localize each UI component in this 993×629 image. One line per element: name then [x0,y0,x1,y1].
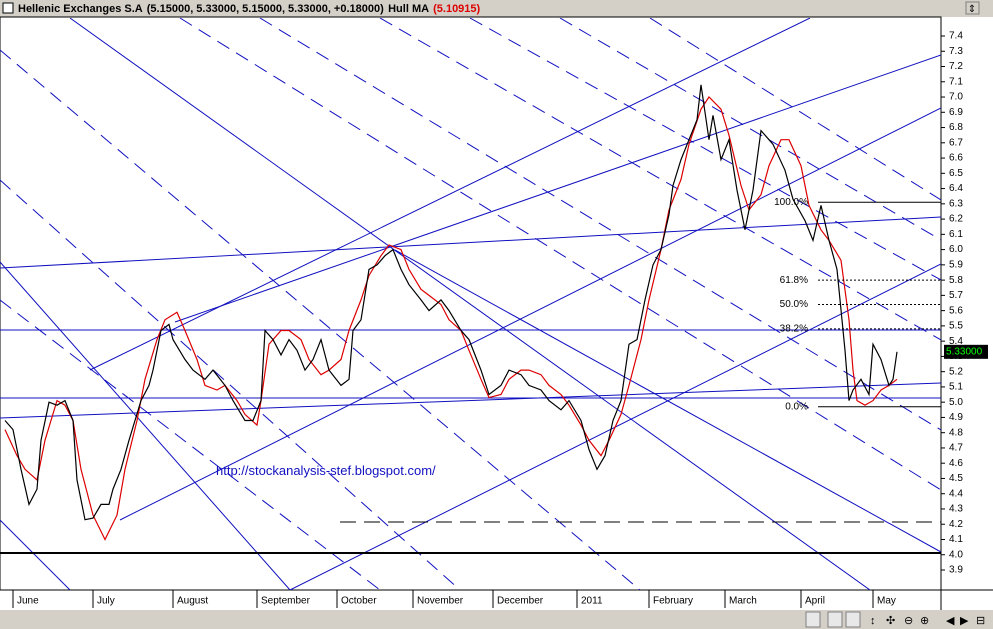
title-bar [0,0,993,17]
y-tick-label: 6.7 [949,137,963,148]
fib-label: 0.0% [785,401,808,412]
y-tick-label: 6.8 [949,122,963,133]
indicator-name: Hull MA [388,3,429,15]
y-tick-label: 4.9 [949,412,963,423]
series-name: Hellenic Exchanges S.A [18,3,143,15]
toolbar [0,610,993,629]
channel-line [179,18,941,491]
x-tick-label: November [417,596,464,607]
button-icon[interactable]: ▶ [960,615,969,627]
channel-line [559,18,941,241]
x-tick-label: September [261,596,311,607]
y-tick-label: 6.0 [949,244,963,255]
x-tick-label: December [497,596,544,607]
x-tick-label: March [729,596,757,607]
watermark: http://stockanalysis-stef.blogspot.com/ [216,463,436,478]
x-tick-label: June [17,596,39,607]
trendline [174,54,941,323]
x-tick-label: April [805,596,825,607]
y-tick-label: 5.1 [949,382,963,393]
y-tick-label: 4.6 [949,458,963,469]
trendline [0,216,941,269]
fib-label: 38.2% [780,324,808,335]
y-tick-label: 3.9 [949,565,963,576]
button-icon[interactable]: ⊖ [904,615,913,627]
y-tick-label: 5.9 [949,259,963,270]
fib-label: 50.0% [780,299,808,310]
channel-line [469,18,941,281]
y-tick-label: 6.2 [949,214,963,225]
channel-line [0,299,381,590]
trendline [0,382,941,419]
y-tick-label: 5.4 [949,336,963,347]
trendline [394,249,941,553]
channel-line [259,18,941,431]
y-tick-label: 4.8 [949,427,963,438]
button[interactable] [827,611,843,628]
fib-label: 100.0% [774,197,808,208]
x-tick-label: August [177,596,208,607]
button-icon[interactable]: ⊕ [920,615,929,627]
button-icon[interactable]: ✣ [886,615,895,627]
trendline [0,519,71,590]
button-icon[interactable]: ↕ [870,615,876,627]
trendlines [0,18,941,590]
ohlc-info: (5.15000, 5.33000, 5.15000, 5.33000, +0.… [147,3,384,15]
x-tick-label: February [653,596,693,607]
y-tick-label: 5.0 [949,397,963,408]
y-tick-label: 4.4 [949,488,963,499]
button-icon[interactable]: ◀ [946,615,955,627]
y-tick-label: 5.5 [949,321,963,332]
plot-frame [0,16,942,591]
fib-label: 61.8% [780,275,808,286]
channel-line [379,18,941,341]
y-tick-label: 6.5 [949,168,963,179]
y-tick-label: 5.8 [949,275,963,286]
window-button[interactable] [965,1,980,15]
y-tick-label: 5.7 [949,290,963,301]
y-tick-label: 4.1 [949,534,963,545]
trendline [0,261,291,590]
channel-line [649,18,941,201]
channel-line [0,49,641,590]
button[interactable] [805,611,821,628]
channel-line [0,179,461,590]
y-tick-label: 4.2 [949,519,963,530]
button[interactable] [845,611,861,628]
y-tick-label: 4.3 [949,504,963,515]
y-tick-label: 6.3 [949,198,963,209]
trendline [119,107,941,521]
x-tick-label: 2011 [581,596,603,607]
y-tick-label: 7.1 [949,76,963,87]
toolbar-buttons: ↕ ✣ ⊖ ⊕ ◀ ▶ ⊟ [805,611,985,628]
y-tick-label: 6.1 [949,229,963,240]
y-tick-label: 6.9 [949,107,963,118]
series-line [4,84,898,521]
x-tick-label: July [97,596,115,607]
button-icon[interactable]: ⊟ [976,615,985,627]
trendline [89,18,811,371]
y-tick-label: 5.2 [949,366,963,377]
trendline [69,18,871,590]
y-tick-label: 7.3 [949,46,963,57]
plot-series [4,84,898,541]
window-icon[interactable] [2,2,14,14]
y-tick-label: 4.7 [949,443,963,454]
x-tick-label: October [341,596,377,607]
y-tick-label: 7.0 [949,92,963,103]
y-tick-label: 4.5 [949,473,963,484]
last-price-label: 5.33000 [946,346,983,357]
y-tick-label: 4.0 [949,549,963,560]
indicator-value: (5.10915) [433,3,480,15]
y-tick-label: 7.2 [949,61,963,72]
last-price-box [944,344,988,359]
y-tick-label: 5.6 [949,305,963,316]
y-tick-label: 6.4 [949,183,963,194]
y-tick-label: 6.6 [949,153,963,164]
y-tick-label: 7.4 [949,31,963,42]
window-button-icon: ⇕ [968,4,976,15]
x-tick-label: May [877,596,896,607]
